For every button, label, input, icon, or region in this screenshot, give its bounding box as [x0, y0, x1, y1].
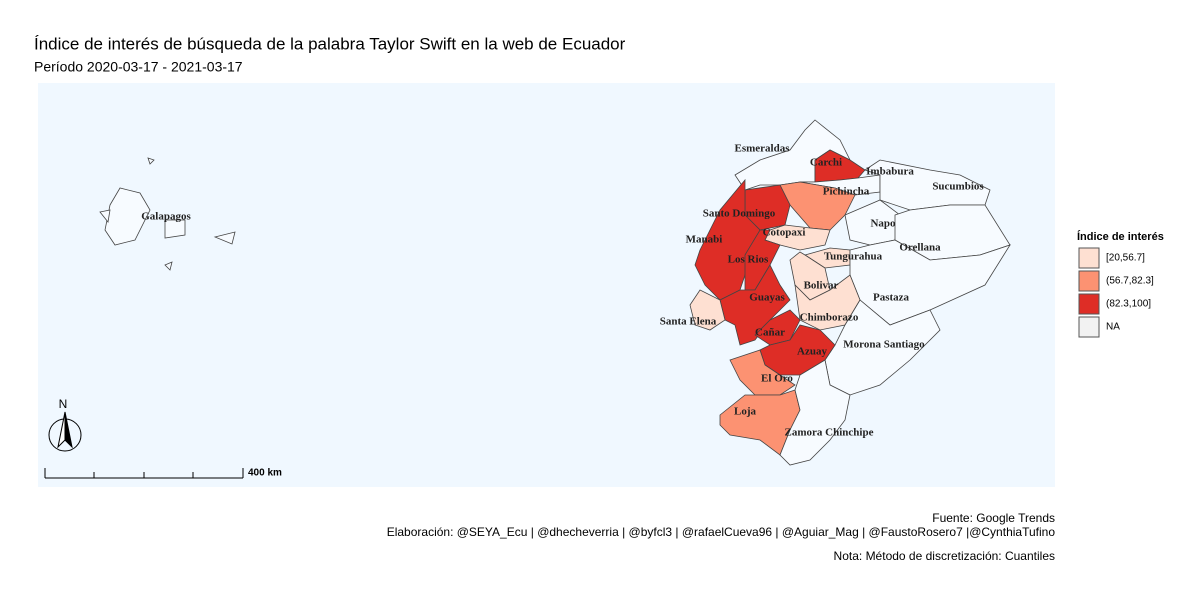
region	[213, 231, 236, 245]
scale-bar	[44, 468, 244, 479]
region	[729, 349, 796, 396]
region-label: Santo Domingo	[703, 208, 776, 220]
region-label: Orellana	[899, 242, 941, 254]
region-label: Guayas	[749, 292, 785, 304]
region-label: Loja	[734, 406, 757, 418]
region	[99, 209, 111, 223]
region-label: Manabi	[686, 234, 723, 246]
region-label: Tungurahua	[824, 251, 883, 263]
region-label: Chimborazo	[800, 312, 859, 324]
region	[689, 289, 726, 331]
region	[104, 187, 151, 246]
region-label: Galapagos	[141, 211, 191, 223]
north-label: N	[59, 397, 68, 411]
region-label: Cañar	[755, 327, 785, 339]
region-label: Napo	[870, 218, 896, 230]
region-label: Bolivar	[804, 280, 839, 292]
region-label: Carchi	[810, 157, 842, 169]
region-label: Morona Santiago	[843, 339, 925, 351]
region-label: Imbabura	[866, 166, 914, 178]
legend-label: [20,56.7]	[1106, 253, 1145, 264]
legend-label: NA	[1106, 322, 1120, 333]
legend-swatch	[1078, 270, 1100, 292]
region-label: Pichincha	[823, 186, 870, 198]
legend-title: Índice de interés	[1077, 230, 1164, 243]
legend-swatch	[1078, 293, 1100, 315]
region-label: Azuay	[797, 346, 827, 358]
legend-swatch	[1078, 316, 1100, 338]
subtitle: Período 2020-03-17 - 2021-03-17	[34, 59, 243, 75]
region	[824, 299, 941, 396]
region-label: Zamora Chinchipe	[785, 427, 874, 439]
legend-label: (82.3,100]	[1106, 299, 1151, 310]
region	[164, 219, 186, 239]
caption-source: Fuente: Google Trends	[932, 511, 1055, 525]
region-label: Santa Elena	[660, 316, 717, 328]
region-label: Los Rios	[728, 254, 769, 266]
region	[719, 264, 791, 346]
scale-label: 400 km	[248, 468, 282, 479]
legend-swatch	[1078, 247, 1100, 269]
region	[164, 261, 173, 271]
north-arrow	[48, 411, 82, 452]
caption-credits: Elaboración: @SEYA_Ecu | @dhecheverria |…	[387, 525, 1056, 539]
region-label: Cotopaxi	[763, 227, 806, 239]
caption-note: Nota: Método de discretización: Cuantile…	[834, 549, 1055, 563]
region-label: Esmeraldas	[735, 143, 791, 155]
region	[779, 359, 851, 466]
region-label: Pastaza	[873, 292, 910, 304]
title: Índice de interés de búsqueda de la pala…	[34, 34, 626, 53]
region-label: El Oro	[761, 373, 793, 385]
region-label: Sucumbios	[932, 181, 984, 193]
legend-label: (56.7,82.3]	[1106, 276, 1154, 287]
region	[147, 157, 155, 165]
